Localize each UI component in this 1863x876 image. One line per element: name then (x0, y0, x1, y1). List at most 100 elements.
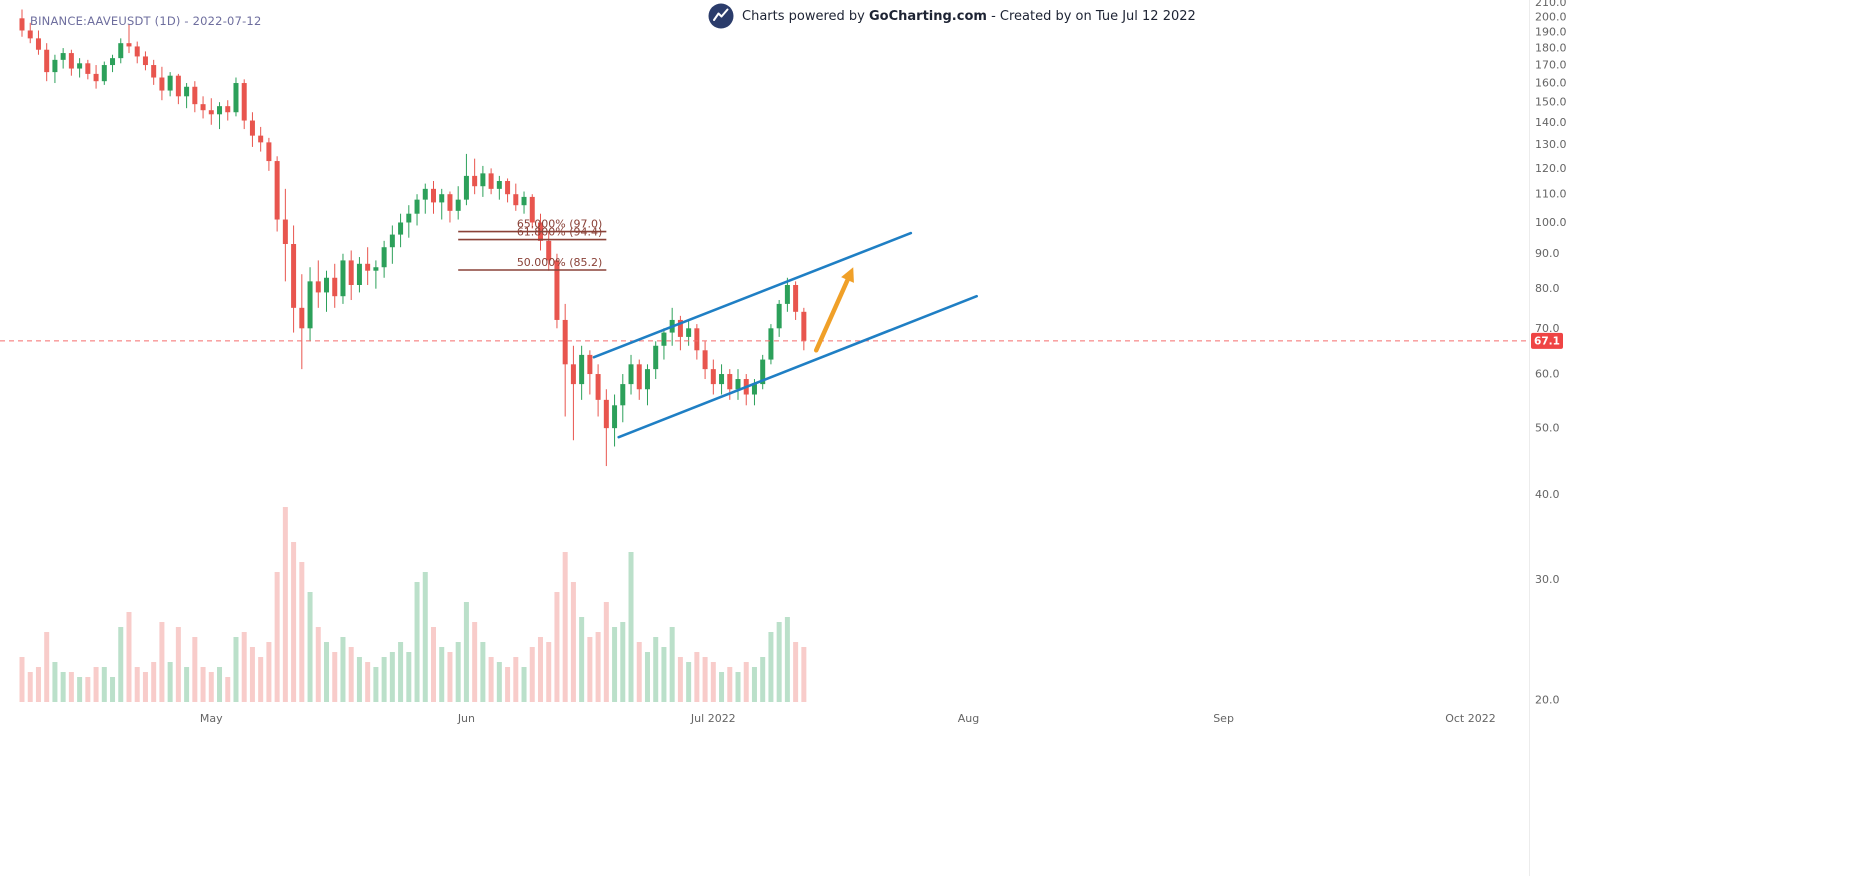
volume-bar (159, 622, 165, 702)
volume-bar (455, 642, 461, 702)
candle-body (496, 181, 502, 189)
volume-bar (249, 647, 255, 702)
candle-body (192, 86, 198, 105)
candle-body (612, 405, 618, 429)
volume-bar (562, 552, 568, 702)
time-tick-label: Jul 2022 (690, 712, 736, 725)
price-tick-label: 120.0 (1535, 162, 1567, 175)
time-axis[interactable]: May Jun Jul 2022 Aug Sep Oct 2022 (200, 712, 1496, 725)
volume-bar (472, 622, 478, 702)
candle-body (291, 244, 297, 308)
price-tick-label: 150.0 (1535, 96, 1567, 109)
volume-bar (628, 552, 634, 702)
volume-bar (299, 562, 305, 702)
volume-bar (332, 652, 338, 702)
candle-body (151, 65, 157, 78)
volume-bar (669, 627, 675, 702)
volume-bar (315, 627, 321, 702)
fib-level-label: 50.000% (85.2) (517, 256, 603, 269)
candle-body (200, 104, 206, 111)
volume-bar (743, 662, 749, 702)
volume-bar (93, 667, 99, 702)
gocharting-brand: GoCharting.com (869, 8, 987, 24)
channel-upper-trendline[interactable] (592, 231, 913, 359)
candle-body (324, 277, 330, 293)
volume-bar (587, 637, 593, 702)
candle-body (381, 247, 387, 268)
volume-bar (134, 667, 140, 702)
candle-body (77, 63, 83, 69)
last-price-badge: 67.1 (1531, 332, 1563, 349)
volume-bar (661, 647, 667, 702)
candle-body (373, 267, 379, 271)
volume-bar (398, 642, 404, 702)
volume-bar (702, 657, 708, 702)
candle-body (389, 234, 395, 248)
candle-body (332, 277, 338, 297)
volume-bar (151, 662, 157, 702)
price-tick-label: 80.0 (1535, 282, 1560, 295)
volume-bar (192, 637, 198, 702)
candle-body (85, 63, 91, 74)
candle-body (19, 18, 25, 31)
volume-bar (439, 647, 445, 702)
channel-lower-trendline[interactable] (617, 294, 978, 439)
volume-bar (513, 657, 519, 702)
candle-body (439, 194, 445, 203)
volume-bar (768, 632, 774, 702)
volume-bar (529, 647, 535, 702)
candle-body (398, 222, 404, 235)
candle-body (134, 46, 140, 57)
volume-bar (200, 667, 206, 702)
price-tick-label: 40.0 (1535, 488, 1560, 501)
volume-bar (760, 657, 766, 702)
candle-body (126, 43, 132, 47)
volume-bar (44, 632, 50, 702)
arrow-shaft[interactable] (813, 277, 850, 353)
candle-body (727, 374, 733, 390)
candle-body (365, 263, 371, 271)
volume-bar (35, 667, 41, 702)
candle-body (225, 106, 231, 113)
candle-body (340, 260, 346, 297)
last-price-badge-bg (1531, 332, 1563, 349)
candle-body (694, 328, 700, 351)
volume-bar (546, 642, 552, 702)
candle-body (677, 319, 683, 337)
volume-bar (612, 627, 618, 702)
candle-body (554, 260, 560, 320)
trend-channel[interactable] (592, 231, 978, 439)
candle-body (710, 369, 716, 385)
candle-body (52, 59, 58, 73)
powered-by-prefix: Charts powered by (742, 8, 869, 24)
last-price-value: 67.1 (1534, 336, 1560, 348)
symbol-legend: BINANCE:AAVEUSDT (1D) - 2022-07-12 (30, 14, 262, 28)
candle-body (702, 350, 708, 370)
volume-bar (677, 657, 683, 702)
powered-by-suffix: - Created by on Tue Jul 12 2022 (986, 8, 1196, 24)
volume-bar (52, 662, 58, 702)
candle-body (505, 181, 511, 195)
volume-bar (208, 672, 214, 702)
fib-level-label: 65.000% (97.0) (517, 218, 603, 231)
candle-body (653, 345, 659, 370)
volume-bar (126, 612, 132, 702)
candle-body (735, 379, 741, 390)
candle-body (274, 161, 280, 220)
candle-body (480, 173, 486, 187)
volume-bar (636, 642, 642, 702)
fib-retracement[interactable]: 65.000% (97.0)61.800% (94.4) 50.000% (85.… (458, 218, 607, 271)
candle-body (184, 86, 190, 97)
time-tick-label: Aug (958, 712, 979, 725)
volume-bar (710, 662, 716, 702)
price-tick-label: 190.0 (1535, 26, 1567, 39)
candle-body (447, 194, 453, 211)
candle-body (167, 75, 173, 91)
projection-arrow[interactable] (813, 267, 854, 353)
candle-body (208, 110, 214, 115)
candle-body (110, 58, 116, 66)
candle-body (628, 364, 634, 385)
candle-body (751, 384, 757, 395)
